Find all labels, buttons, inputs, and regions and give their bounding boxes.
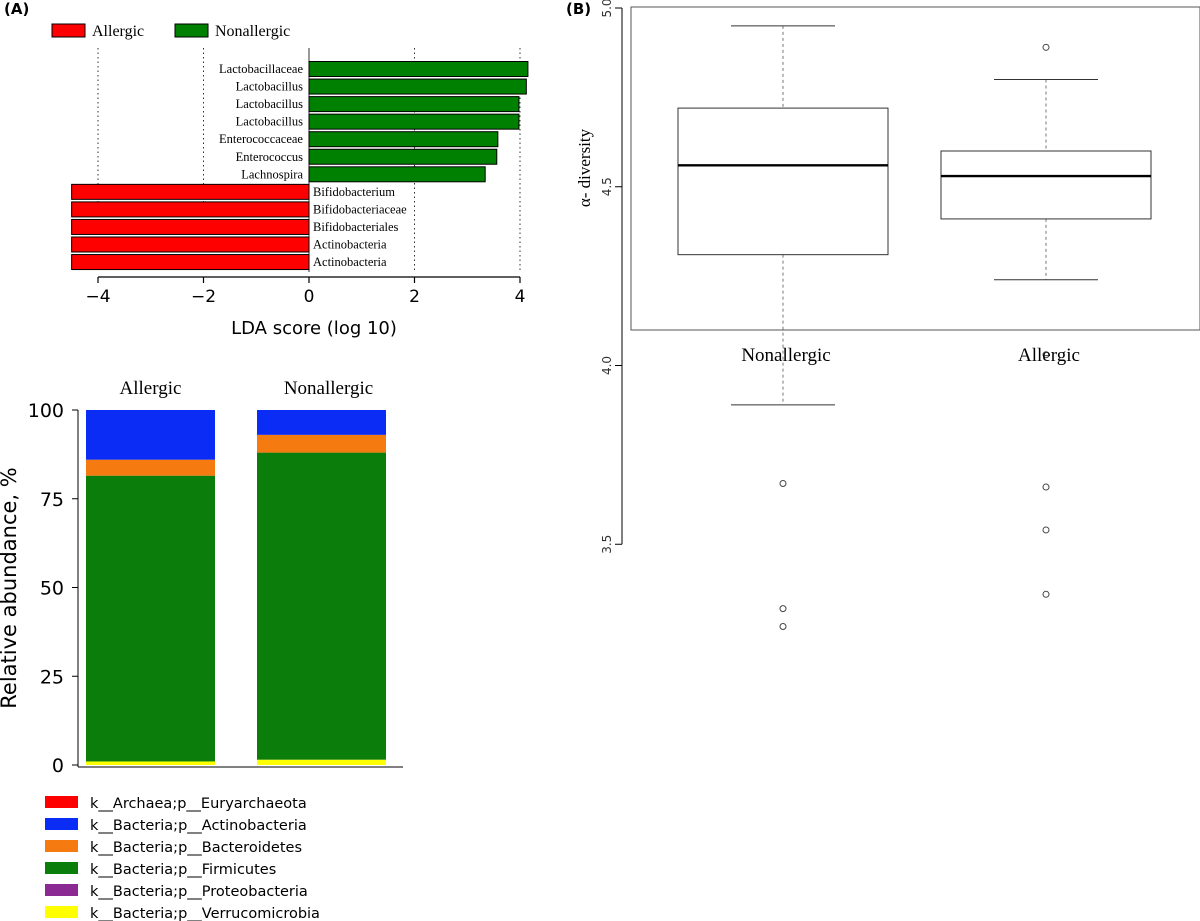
abundance-panel: 0 25 50 75 100 Allergic Nonallergic Relative … xyxy=(0,378,403,921)
lda-bar-label: Enterococcaceae xyxy=(219,132,303,146)
lda-bars: Lactobacillaceae Lactobacillus Lactobacill… xyxy=(71,61,529,271)
panel-a-label: (A) xyxy=(4,0,29,18)
lda-panel: (A) Allergic Nonallergic Lactobacillaceae… xyxy=(4,0,529,339)
stacked-segment-bacteroidetes xyxy=(86,459,215,476)
stacked-segment-firmicutes xyxy=(86,475,215,762)
stacked-bar-nonallergic xyxy=(257,410,386,765)
lda-bar xyxy=(308,61,529,77)
legend-label-proteobacteria: k__Bacteria;p__Proteobacteria xyxy=(90,884,308,900)
legend-label-allergic: Allergic xyxy=(92,23,144,40)
boxplot-y-axis: 3.5 4.0 4.5 5.0 xyxy=(600,0,623,554)
lda-bar-label: Lactobacillus xyxy=(236,80,303,94)
lda-bar xyxy=(71,201,310,218)
lda-bar-label: Actinobacteria xyxy=(313,238,387,252)
stacked-tick-label: 0 xyxy=(52,755,64,777)
stacked-category-label: Nonallergic xyxy=(284,378,373,399)
boxplot-tick-label: 5.0 xyxy=(600,0,614,18)
box-outlier xyxy=(1042,351,1050,359)
box-outlier xyxy=(779,622,787,630)
lda-bar-label: Bifidobacteriales xyxy=(313,220,399,234)
lda-bar-label: Enterococcus xyxy=(236,150,303,164)
alpha-diversity-panel: (B) 3.5 4.0 4.5 5.0 Nonallergic Allergic α- … xyxy=(566,0,1200,630)
stacked-y-axis: 0 25 50 75 100 xyxy=(28,400,403,777)
box-nonallergic xyxy=(677,25,889,630)
lda-bar-label: Bifidobacterium xyxy=(313,185,395,199)
box-outlier xyxy=(1042,43,1050,51)
boxplot-tick-label: 4.5 xyxy=(600,177,614,196)
stacked-bars: Allergic Nonallergic xyxy=(86,378,386,765)
box-outlier xyxy=(1042,590,1050,598)
stacked-tick-label: 50 xyxy=(40,578,64,600)
stacked-segment-bacteroidetes xyxy=(257,434,386,453)
stacked-segment-actinobacteria xyxy=(86,410,215,460)
box-iqr xyxy=(677,107,889,256)
lda-x-axis-label: LDA score (log 10) xyxy=(231,318,397,339)
lda-legend: Allergic Nonallergic xyxy=(51,23,290,40)
lda-bar xyxy=(71,218,310,235)
legend-swatch-archaea xyxy=(45,796,78,808)
legend-swatch-verrucomicrobia xyxy=(45,906,78,918)
legend-label-firmicutes: k__Bacteria;p__Firmicutes xyxy=(90,862,276,878)
stacked-segment-firmicutes xyxy=(257,452,386,760)
legend-swatch-nonallergic xyxy=(174,23,209,38)
panel-b-label: (B) xyxy=(566,0,591,18)
lda-bar-label: Lachnospira xyxy=(241,167,303,181)
boxplot-category-label: Nonallergic xyxy=(741,345,830,366)
legend-label-verrucomicrobia: k__Bacteria;p__Verrucomicrobia xyxy=(90,906,320,921)
legend-label-nonallergic: Nonallergic xyxy=(215,23,290,40)
lda-tick-label: −2 xyxy=(191,287,216,307)
legend-label-archaea: k__Archaea;p__Euryarchaeota xyxy=(90,796,307,812)
legend-swatch-proteobacteria xyxy=(45,884,78,896)
boxplot-boxes: Nonallergic Allergic xyxy=(677,25,1152,630)
stacked-segment-actinobacteria xyxy=(257,410,386,435)
lda-tick-label: 0 xyxy=(304,287,315,307)
stacked-legend: k__Archaea;p__Euryarchaeota k__Bacteria;p… xyxy=(45,796,320,921)
box-iqr xyxy=(940,150,1152,220)
legend-label-bacteroidetes: k__Bacteria;p__Bacteroidetes xyxy=(90,840,302,856)
box-allergic xyxy=(940,43,1152,598)
lda-bar-label: Bifidobacteriaceae xyxy=(313,202,407,216)
boxplot-frame xyxy=(630,6,1200,331)
lda-bar xyxy=(308,96,520,113)
lda-bar xyxy=(71,236,310,253)
box-outlier xyxy=(779,605,787,613)
stacked-tick-label: 100 xyxy=(28,400,64,422)
boxplot-tick-label: 3.5 xyxy=(600,535,614,554)
stacked-tick-label: 75 xyxy=(40,489,64,511)
lda-bar xyxy=(308,131,499,148)
legend-swatch-allergic xyxy=(51,23,86,38)
lda-tick-label: 4 xyxy=(515,287,526,307)
stacked-tick-label: 25 xyxy=(40,666,64,688)
legend-label-actinobacteria: k__Bacteria;p__Actinobacteria xyxy=(90,818,307,834)
box-outlier xyxy=(779,479,787,487)
legend-swatch-actinobacteria xyxy=(45,818,78,830)
boxplot-y-axis-label: α- diversity xyxy=(575,128,594,207)
stacked-segment-verrucomicrobia xyxy=(86,761,215,765)
legend-swatch-firmicutes xyxy=(45,862,78,874)
lda-tick-label: 2 xyxy=(409,287,420,307)
lda-bar xyxy=(308,148,498,165)
lda-bar-label: Actinobacteria xyxy=(313,255,387,269)
lda-tick-label: −4 xyxy=(85,287,110,307)
lda-x-axis: −4 −2 0 2 4 xyxy=(85,276,526,307)
lda-bar xyxy=(71,254,310,271)
lda-bar-label: Lactobacillus xyxy=(236,97,303,111)
lda-bar-label: Lactobacillaceae xyxy=(219,62,303,76)
stacked-y-axis-label: Relative abundance, % xyxy=(0,467,21,708)
lda-bar xyxy=(308,113,520,130)
lda-bar-label: Lactobacillus xyxy=(236,115,303,129)
lda-bar xyxy=(308,78,527,95)
boxplot-category-label: Allergic xyxy=(1018,345,1080,366)
lda-bar xyxy=(308,166,486,183)
box-outlier xyxy=(1042,483,1050,491)
box-outlier xyxy=(1042,526,1050,534)
legend-swatch-bacteroidetes xyxy=(45,840,78,852)
stacked-segment-verrucomicrobia xyxy=(257,759,386,765)
stacked-category-label: Allergic xyxy=(120,378,182,399)
stacked-bar-allergic xyxy=(86,410,215,765)
boxplot-tick-label: 4.0 xyxy=(600,356,614,375)
lda-bar xyxy=(71,183,310,200)
